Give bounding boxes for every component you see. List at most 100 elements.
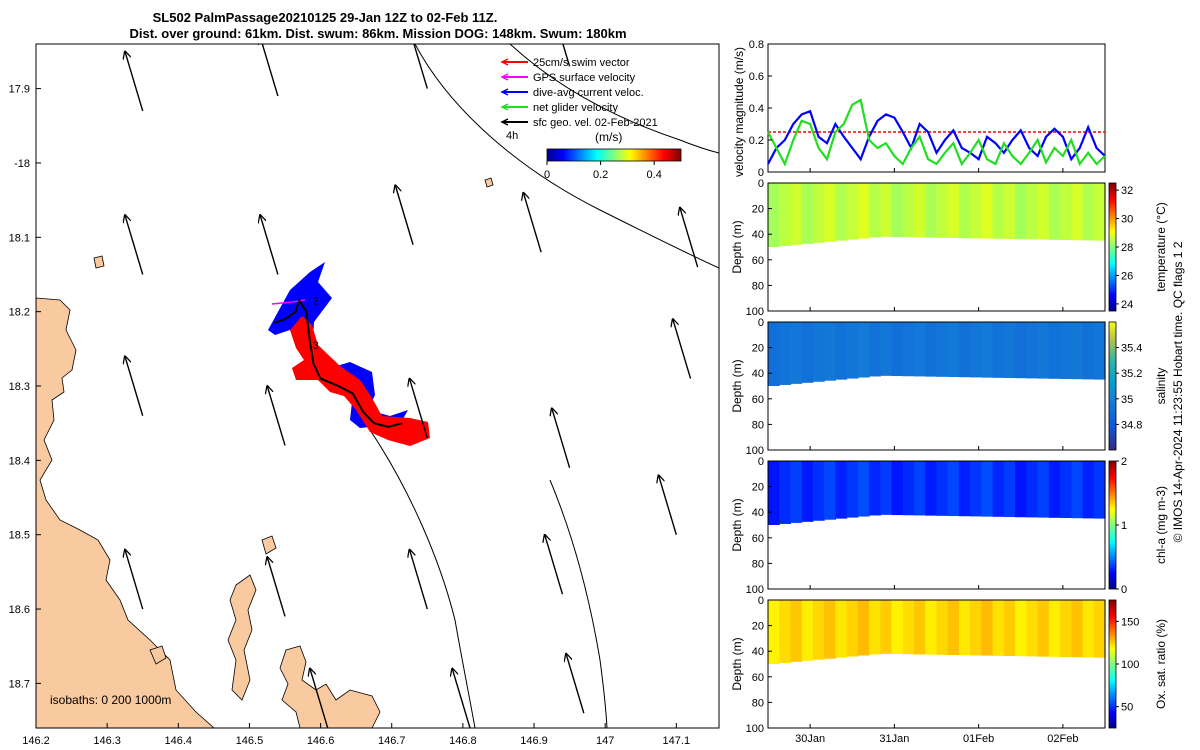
map-xtick-label: 146.5 (236, 735, 264, 747)
salinity-section-ytick-label: 60 (752, 394, 764, 406)
day-markers: 23 (313, 296, 319, 353)
oxygen-section-cast-band (880, 600, 893, 654)
map-xtick-label: 146.8 (449, 735, 477, 747)
map-xtick-label: 146.6 (307, 735, 335, 747)
temperature-section-cast-band (857, 183, 870, 239)
velocity-y-axis: 0 0.2 0.4 0.6 0.8 (749, 39, 772, 179)
colorbar-tick-label: 0.4 (647, 169, 662, 181)
salinity-section-cast-band (835, 322, 848, 380)
geo-velocity-arrow (125, 356, 144, 416)
oxygen-section-panel: 0 20 40 60 80 100 Depth (m) 50 100 150 Ox. sat. ra… (730, 595, 1168, 735)
chl-a-section-panel: 0 20 40 60 80 100 Depth (m) 0 1 2 chl-a (mg m-3) (730, 456, 1168, 596)
oxygen-section-cast-band (970, 600, 983, 656)
temperature-section-cast-band (1093, 183, 1106, 241)
temperature-section-panel: 0 20 40 60 80 100 Depth (m) 24 26 28 30 32 temperatu… (730, 178, 1168, 318)
geo-velocity-arrow (452, 669, 471, 728)
map-x-axis: 146.2 146.3 146.4 146.5 146.6 146.7 146.8 146.9… (22, 723, 690, 747)
chl-a-section-colorbar-tick-label: 2 (1121, 456, 1127, 468)
map-ytick-label: 18.7 (9, 678, 30, 690)
chl-a-section-colorbar-tick-label: 1 (1121, 520, 1127, 532)
legend-label: net glider velocity (533, 102, 618, 114)
chl-a-section-cast-band (936, 461, 949, 516)
speed-colorbar: (m/s) 0 0.2 0.4 (544, 130, 682, 181)
salinity-section-cast-band (824, 322, 836, 381)
oxygen-section-cast-band (1015, 600, 1027, 657)
temperature-section-cast-band (1026, 183, 1039, 240)
oxygen-section-ylabel: Depth (m) (730, 637, 744, 690)
chl-a-section-cast-band (925, 461, 938, 516)
time-tick-label: 02Feb (1047, 733, 1078, 745)
map-ytick-label: 17.9 (9, 84, 30, 96)
geo-velocity-arrow (125, 550, 144, 610)
map-xtick-label: 146.2 (22, 735, 50, 747)
temperature-section-colorbar-tick-label: 28 (1121, 242, 1133, 254)
salinity-section-colorbar-tick-label: 35.4 (1121, 343, 1142, 355)
island-small-d (149, 645, 167, 665)
salinity-section-cast-band (947, 322, 960, 378)
coastline-land (36, 177, 494, 728)
mainland-coast (36, 297, 215, 728)
geo-velocity-arrow (523, 193, 542, 253)
chl-a-section-ytick-label: 60 (752, 533, 764, 545)
map-ytick-label: 18.5 (9, 530, 30, 542)
map-ytick-label: -18 (14, 158, 30, 170)
island-small-c (484, 177, 494, 188)
chl-a-section-cast-band (801, 461, 814, 522)
oxygen-section-cast-band (958, 600, 971, 656)
chl-a-section-cast-band (1026, 461, 1039, 518)
current-velocity-line (767, 109, 1106, 165)
oxygen-section-ytick-label: 40 (752, 646, 764, 658)
oxygen-section-cast-band (914, 600, 926, 655)
glider-swath (268, 262, 430, 446)
oxygen-section-cast-band (936, 600, 949, 655)
temperature-section-ylabel: Depth (m) (730, 220, 744, 273)
salinity-section-ytick-label: 0 (758, 317, 764, 329)
chl-a-section-ytick-label: 100 (746, 584, 764, 596)
chl-a-section-cast-band (1071, 461, 1084, 519)
temperature-section-colorbar-label: temperature (°C) (1154, 202, 1168, 292)
geo-velocity-arrow (566, 654, 585, 714)
map-ytick-label: 18.4 (9, 455, 30, 467)
geo-velocity-arrow (673, 319, 692, 379)
chl-a-section-cast-band (1082, 461, 1095, 519)
salinity-section-cast-band (846, 322, 859, 379)
oxygen-section-cast-band (857, 600, 870, 656)
chl-a-section-cast-band (914, 461, 926, 516)
chl-a-section-ytick-label: 40 (752, 507, 764, 519)
footer-note: © IMOS 14-Apr-2024 11:23:55 Hobart time.… (1171, 241, 1185, 542)
oxygen-section-cast-band (812, 600, 825, 660)
oxygen-section-cast-band (925, 600, 938, 655)
geo-velocity-arrow (125, 215, 144, 275)
temperature-section-cast-band (779, 183, 792, 246)
oxygen-section-ytick-label: 0 (758, 595, 764, 607)
temperature-section-cast-band (970, 183, 983, 239)
chl-a-section-cast-band (947, 461, 960, 517)
isobaths-label: isobaths: 0 200 1000m (50, 693, 171, 707)
map-ytick-label: 18.2 (9, 307, 30, 319)
temperature-section-ytick-label: 20 (752, 204, 764, 216)
salinity-section-cast-band (880, 322, 893, 376)
swim-swath-red (290, 316, 430, 446)
map-xtick-label: 146.7 (378, 735, 406, 747)
isobath-curve-4 (549, 479, 608, 728)
oxygen-section-cast-band (1037, 600, 1050, 657)
temperature-section-ytick-label: 40 (752, 229, 764, 241)
salinity-section-cast-band (801, 322, 814, 383)
chl-a-section-cast-band (790, 461, 803, 523)
isobath-lines (369, 44, 719, 728)
salinity-section-cast-band (1048, 322, 1061, 379)
salinity-section-cast-band (768, 322, 780, 386)
net-glider-velocity-line (767, 98, 1106, 167)
geo-velocity-arrow (680, 208, 699, 268)
temperature-section-axes-frame (767, 182, 1106, 312)
temperature-section-colorbar-tick-label: 30 (1121, 214, 1133, 226)
temperature-section-colorbar-tick-label: 26 (1121, 270, 1133, 282)
oxygen-section-cast-band (1026, 600, 1039, 657)
salinity-section-cast-band (914, 322, 926, 377)
temperature-section-cast-band (992, 183, 1005, 239)
chl-a-section-colorbar-label: chl-a (mg m-3) (1154, 486, 1168, 564)
chl-a-section-cast-band (1048, 461, 1061, 518)
temperature-section-cast-band (835, 183, 848, 241)
map-legend: 25cm/s swim vector GPS surface velocity di… (500, 57, 658, 129)
